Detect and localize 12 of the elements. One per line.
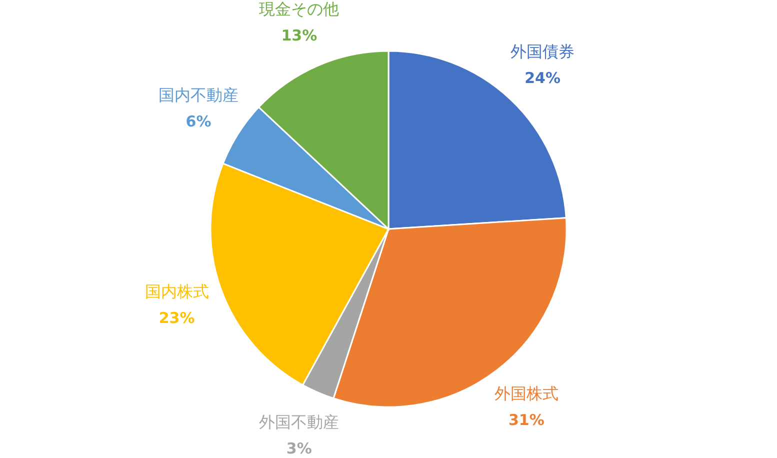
- slice-label: 国内不動産: [158, 85, 239, 104]
- data-label: 23%: [158, 309, 195, 328]
- data-label: 24%: [524, 68, 560, 87]
- slice-label: 現金その他: [259, 0, 340, 19]
- slice-label: 外国債券: [510, 42, 575, 61]
- data-label: 3%: [286, 439, 312, 458]
- data-label: 31%: [508, 410, 544, 429]
- slice-label: 外国株式: [494, 384, 558, 403]
- data-label: 13%: [281, 26, 318, 45]
- slice-label: 外国不動産: [259, 412, 340, 432]
- slice-label: 国内株式: [144, 282, 209, 302]
- data-label: 6%: [186, 112, 212, 130]
